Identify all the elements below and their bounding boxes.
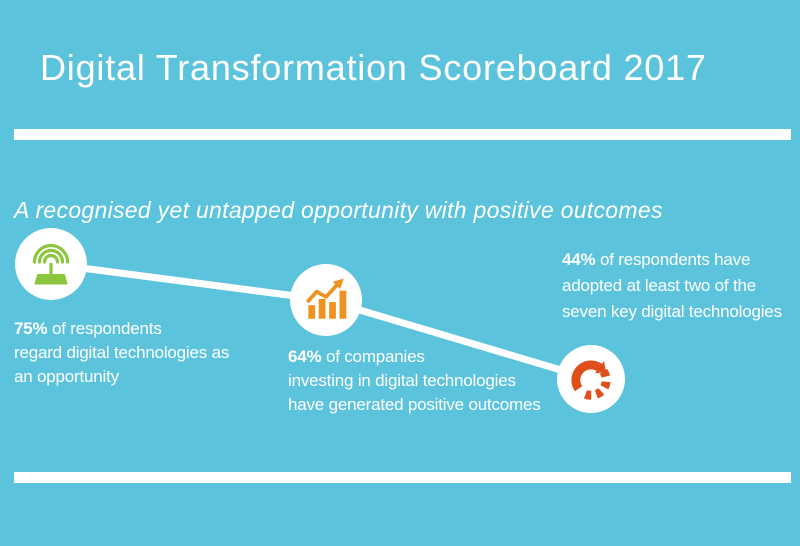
- stat-line: adopted at least two of the: [562, 276, 757, 295]
- stat-value: 75%: [14, 319, 48, 338]
- stat-line: regard digital technologies as: [14, 343, 230, 362]
- stat-line: an opportunity: [14, 367, 119, 386]
- stat-line: investing in digital technologies: [288, 371, 516, 390]
- node-circle-outcomes: [290, 264, 362, 336]
- stat-64-percent: 64% of companies investing in digital te…: [288, 345, 541, 417]
- connector-line-1: [50, 260, 327, 304]
- stat-line: seven key digital technologies: [562, 302, 782, 321]
- stat-line: 44% of respondents have: [562, 247, 782, 273]
- stat-text: of respondents have: [595, 250, 751, 269]
- page-title: Digital Transformation Scoreboard 2017: [40, 47, 707, 88]
- stat-44-percent: 44% of respondents have adopted at least…: [562, 247, 782, 325]
- subtitle: A recognised yet untapped opportunity wi…: [14, 197, 663, 223]
- stat-value: 44%: [562, 250, 596, 269]
- wifi-antenna-icon: [32, 243, 70, 285]
- node-circle-adoption: [557, 345, 625, 413]
- stat-line: 75% of respondents: [14, 317, 229, 341]
- stat-75-percent: 75% of respondents regard digital techno…: [14, 317, 229, 389]
- refresh-cycle-icon: [571, 360, 611, 400]
- stat-line: 64% of companies: [288, 345, 541, 369]
- divider-bar-bottom: [14, 472, 791, 483]
- stat-text: of companies: [321, 347, 425, 366]
- stat-line: have generated positive outcomes: [288, 395, 541, 414]
- divider-bar-top: [14, 129, 791, 140]
- growth-chart-icon: [305, 278, 347, 319]
- stat-text: of respondents: [47, 319, 162, 338]
- node-circle-opportunity: [15, 228, 87, 300]
- connector-line-2: [325, 296, 592, 383]
- stat-value: 64%: [288, 347, 322, 366]
